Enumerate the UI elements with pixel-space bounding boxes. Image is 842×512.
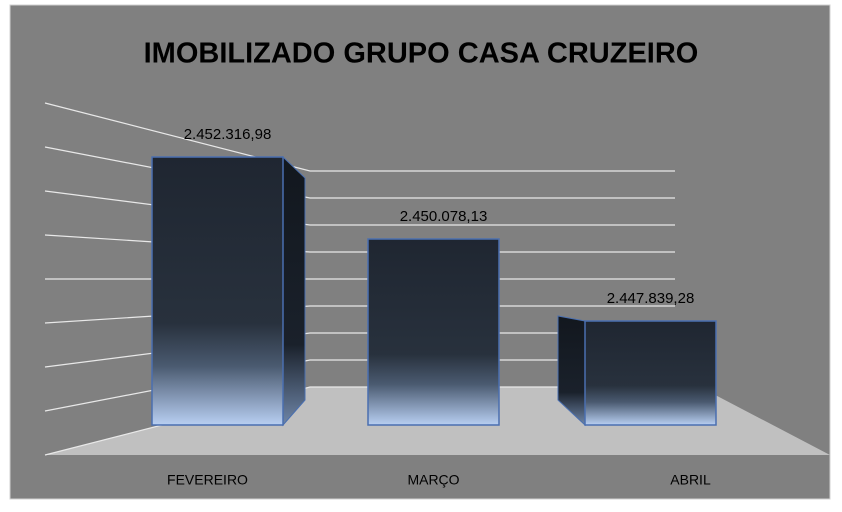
grid-line bbox=[44, 359, 675, 412]
grid-line bbox=[44, 234, 675, 253]
bar bbox=[584, 320, 717, 426]
grid-line bbox=[44, 102, 675, 172]
x-tick-label: MARÇO bbox=[407, 472, 459, 488]
bar bbox=[151, 156, 284, 426]
grid-line bbox=[44, 332, 675, 368]
data-label: 2.447.839,28 bbox=[607, 290, 695, 307]
chart-title: IMOBILIZADO GRUPO CASA CRUZEIRO bbox=[144, 38, 699, 70]
data-label: 2.450.078,13 bbox=[400, 208, 488, 225]
x-tick-label: FEVEREIRO bbox=[167, 472, 248, 488]
data-label: 2.452.316,98 bbox=[184, 126, 272, 143]
grid-line bbox=[44, 305, 675, 324]
grid-line bbox=[44, 386, 675, 456]
grid-line bbox=[44, 190, 675, 226]
bar-side bbox=[282, 155, 306, 427]
bar bbox=[367, 238, 500, 426]
grid-line bbox=[44, 146, 675, 199]
x-tick-label: ABRIL bbox=[670, 472, 711, 488]
